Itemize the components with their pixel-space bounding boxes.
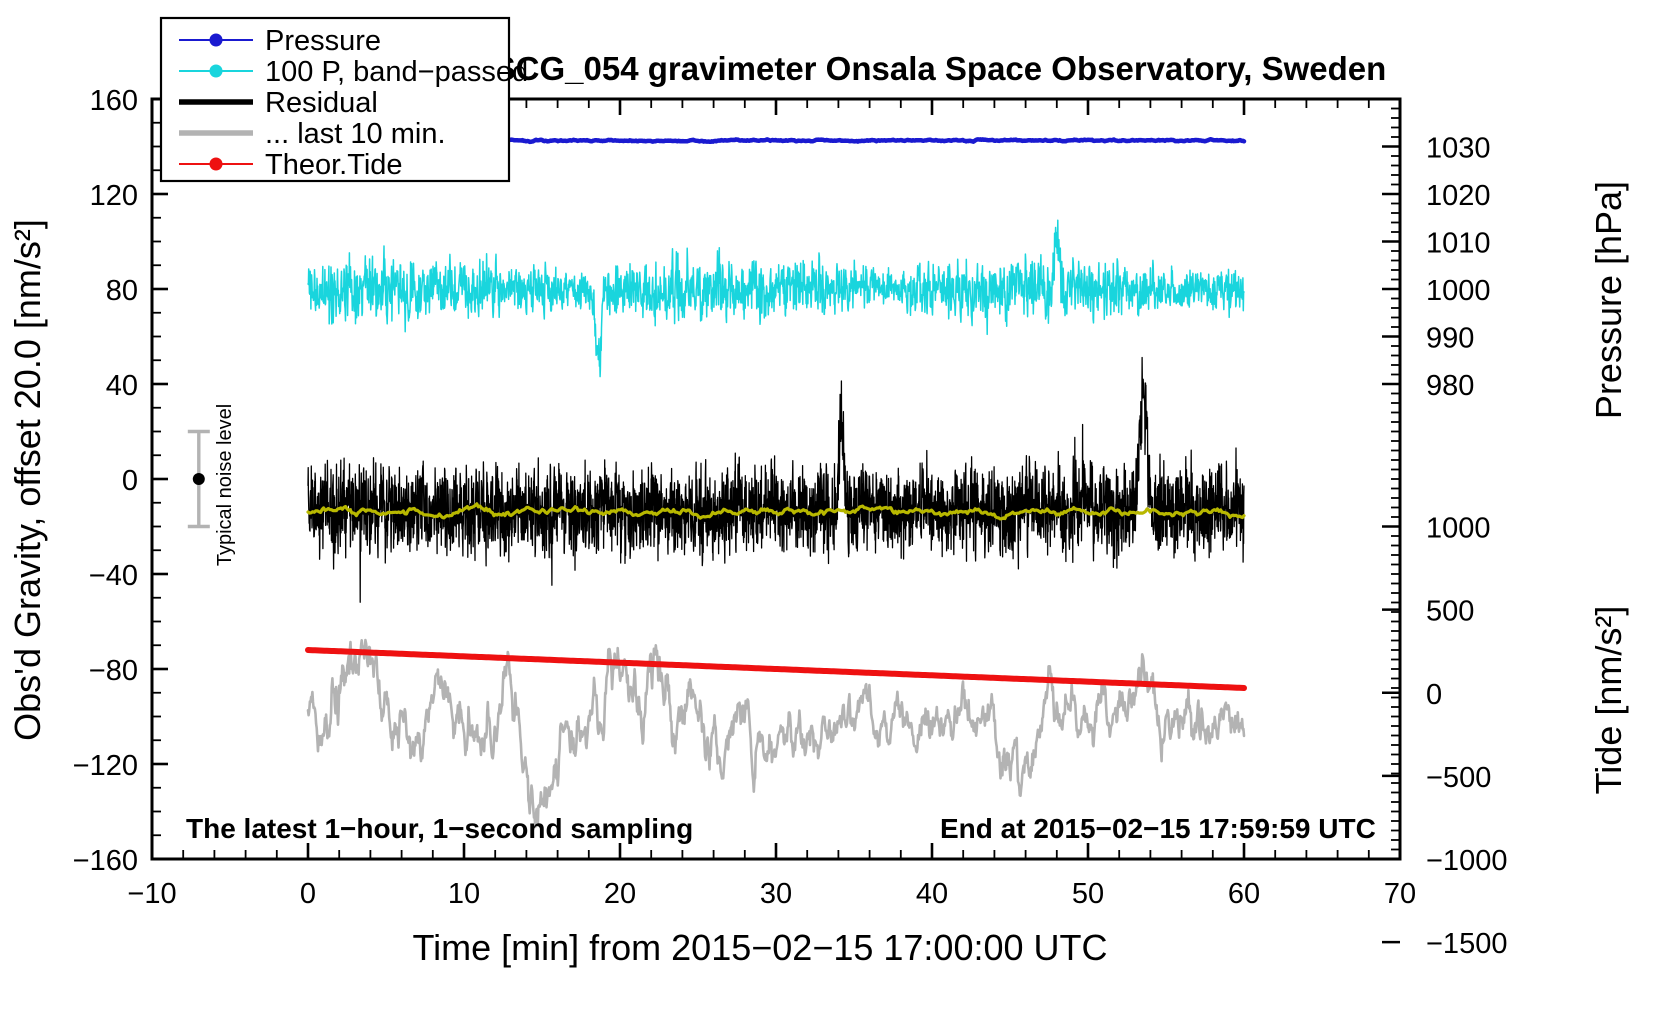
- legend-entry-label: Pressure: [265, 25, 381, 57]
- y2-tick-label: 980: [1426, 370, 1474, 402]
- y-tick-label: −120: [73, 750, 138, 782]
- y2-axis-tick-labels: 1030 1020 1010 1000 990 980 1000 500 0 −500 −1000 −…: [1426, 133, 1507, 961]
- y-tick-label: 80: [106, 275, 138, 307]
- x-tick-label: 40: [916, 878, 948, 910]
- y-tick-label: 120: [90, 180, 138, 212]
- x-tick-label: 30: [760, 878, 792, 910]
- y2-tick-label: 500: [1426, 596, 1474, 628]
- y2-tick-label: 1020: [1426, 180, 1491, 212]
- data-traces: [305, 136, 1247, 829]
- legend-entry-label: ... last 10 min.: [265, 118, 446, 150]
- y2-tick-label: −1500: [1426, 928, 1507, 960]
- x-tick-label: 10: [448, 878, 480, 910]
- x-tick-label: 70: [1384, 878, 1416, 910]
- y-tick-label: −40: [89, 560, 138, 592]
- legend-entry-label: Theor.Tide: [265, 149, 403, 181]
- trace-residual: [307, 356, 1245, 603]
- y2-tick-label: 1000: [1426, 513, 1491, 545]
- y2-tick-label: −1000: [1426, 845, 1507, 877]
- trace-last-10-min: [306, 638, 1246, 829]
- y-tick-label: −160: [73, 845, 138, 877]
- y-axis-tick-labels: 160 120 80 40 0 −40 −80 −120 −160: [73, 85, 138, 877]
- y2-tick-label: 1010: [1426, 228, 1491, 260]
- x-tick-label: 50: [1072, 878, 1104, 910]
- y2-tick-label: 1000: [1426, 275, 1491, 307]
- trace-band-passed-pressure: [307, 219, 1245, 378]
- y-axis-ticks: [152, 97, 168, 861]
- x-axis-title: Time [min] from 2015−02−15 17:00:00 UTC: [412, 927, 1107, 968]
- legend-entry-label: 100 P, band−passed: [265, 56, 528, 88]
- x-tick-label: 60: [1228, 878, 1260, 910]
- trace-theoretical-tide: [305, 647, 1247, 691]
- y2-tide-axis-title: Tide [nm/s²]: [1588, 606, 1629, 795]
- typical-noise-level-marker: Typical noise level: [187, 404, 236, 566]
- x-tick-label: 0: [300, 878, 316, 910]
- typical-noise-level-label: Typical noise level: [214, 404, 236, 566]
- y-tick-label: 0: [122, 465, 138, 497]
- y2-tick-label: 0: [1426, 679, 1442, 711]
- y2-axis-ticks: [1382, 98, 1400, 944]
- legend-entry-label: Residual: [265, 87, 378, 119]
- trace-smoothed-residual: [306, 502, 1246, 521]
- y2-tick-label: 990: [1426, 323, 1474, 355]
- chart-title: SCG_054 gravimeter Onsala Space Observat…: [494, 50, 1387, 87]
- x-tick-label: −10: [127, 878, 176, 910]
- x-axis-tick-labels: −10 0 10 20 30 40 50 60 70: [127, 878, 1416, 910]
- y2-pressure-axis-title: Pressure [hPa]: [1588, 181, 1629, 419]
- y2-tick-label: −500: [1426, 762, 1491, 794]
- y-tick-label: 160: [90, 85, 138, 117]
- y2-tick-label: 1030: [1426, 133, 1491, 165]
- y-axis-title: Obs'd Gravity, offset 20.0 [nm/s²]: [7, 219, 48, 741]
- y-tick-label: −80: [89, 655, 138, 687]
- sampling-note: The latest 1−hour, 1−second sampling: [186, 813, 693, 844]
- end-time-note: End at 2015−02−15 17:59:59 UTC: [940, 813, 1376, 844]
- x-tick-label: 20: [604, 878, 636, 910]
- y-tick-label: 40: [106, 370, 138, 402]
